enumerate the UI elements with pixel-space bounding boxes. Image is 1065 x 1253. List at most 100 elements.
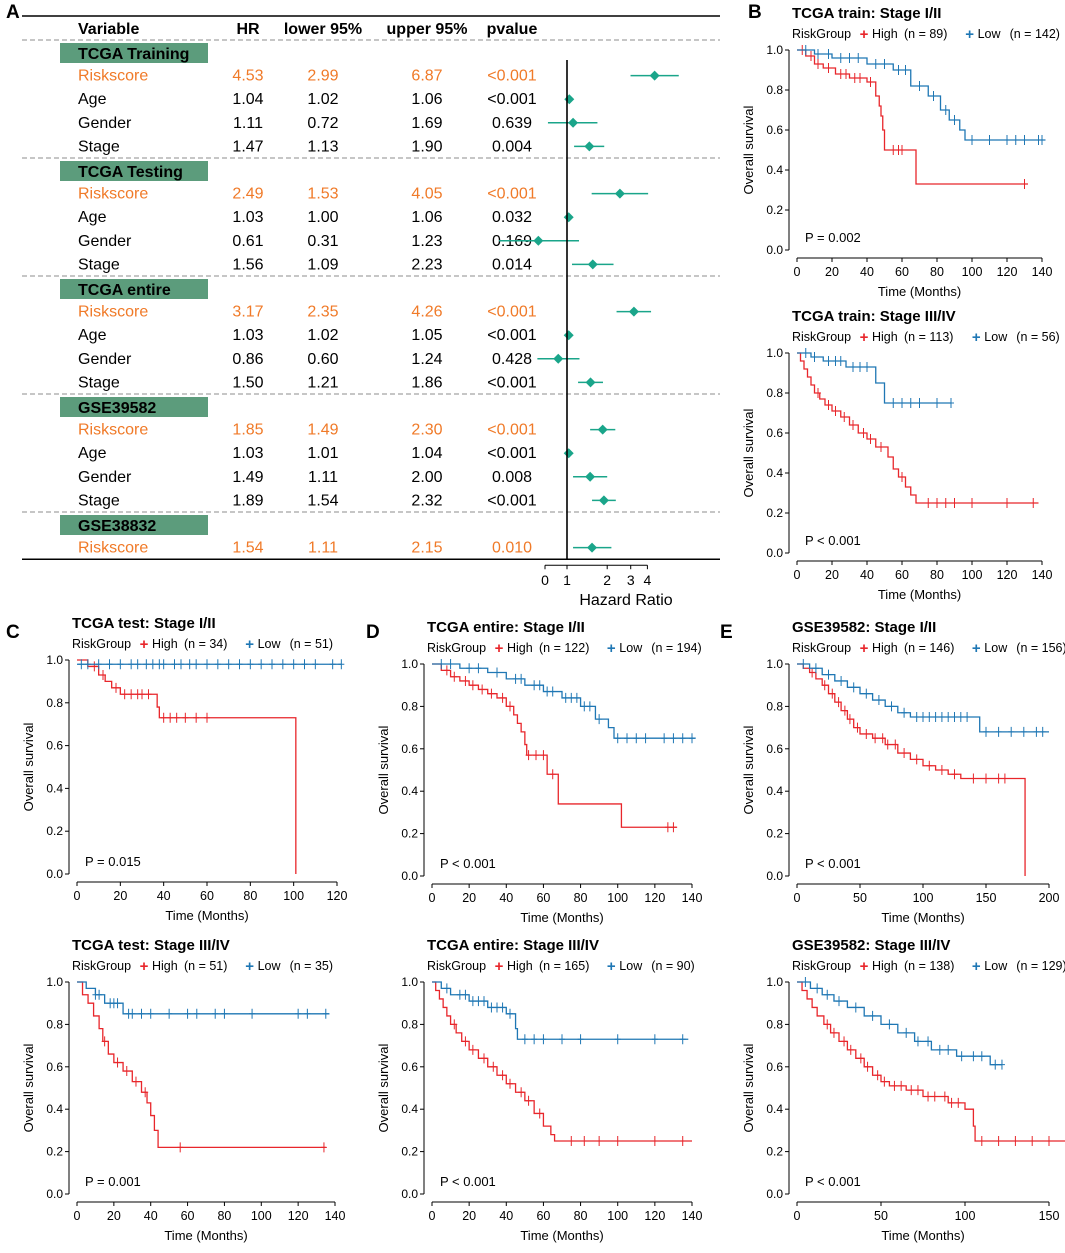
- censor-mark-high: [815, 59, 821, 69]
- censor-mark-high: [857, 1053, 864, 1064]
- censor-mark-low: [661, 733, 668, 744]
- panel-letter-e: E: [720, 622, 733, 643]
- censor-mark-low: [958, 1051, 965, 1062]
- censor-mark-high: [182, 712, 189, 723]
- censor-mark-low: [901, 707, 908, 718]
- censor-mark-high: [899, 472, 905, 482]
- censor-mark-low: [581, 701, 588, 712]
- legend-low-label: Low: [619, 959, 643, 973]
- row-hr: 1.03: [232, 209, 263, 226]
- censor-mark-low: [225, 659, 232, 670]
- y-tick-label: 0.4: [766, 1102, 783, 1116]
- row-hr: 1.49: [232, 469, 263, 486]
- forest-x-tick-label: 1: [563, 572, 571, 588]
- censor-mark-low: [147, 1008, 154, 1019]
- censor-mark-low: [96, 989, 103, 1000]
- y-tick-label: 1.0: [46, 653, 63, 667]
- row-upper: 2.23: [411, 256, 442, 273]
- legend-high-label: High: [872, 27, 898, 41]
- censor-mark-low: [559, 1034, 565, 1045]
- censor-mark-high: [995, 1136, 1002, 1146]
- p-value: P < 0.001: [440, 856, 496, 871]
- censor-mark-high: [942, 498, 949, 508]
- censor-mark-high: [841, 1036, 848, 1047]
- censor-mark-high: [892, 739, 899, 750]
- legend-high-label: High: [152, 637, 178, 651]
- x-tick-label: 100: [962, 265, 983, 279]
- km-title: TCGA entire: Stage I/II: [427, 619, 585, 636]
- censor-mark-low: [934, 398, 940, 408]
- group-header-label: TCGA Testing: [78, 164, 183, 181]
- censor-mark-low: [249, 1008, 256, 1019]
- censor-mark-high: [664, 822, 671, 833]
- y-tick-label: 0.6: [766, 1060, 783, 1074]
- survival-curve-high: [797, 663, 1026, 876]
- censor-mark-low: [84, 659, 91, 670]
- y-tick-label: 0.6: [766, 742, 783, 756]
- censor-mark-low: [930, 91, 937, 101]
- forest-col-header: HR: [236, 21, 260, 38]
- row-variable: Gender: [78, 351, 132, 368]
- censor-mark-low: [825, 356, 832, 366]
- y-tick-label: 0.2: [766, 827, 783, 841]
- row-lower: 1.09: [307, 256, 338, 273]
- legend-title: RiskGroup: [72, 637, 131, 651]
- censor-mark-high: [934, 498, 940, 508]
- censor-mark-high: [469, 1044, 476, 1055]
- x-axis-label: Time (Months): [881, 910, 964, 925]
- forest-row: Age 1.04 1.02 1.06 <0.001: [78, 91, 537, 108]
- y-tick-label: 0.2: [46, 1145, 63, 1159]
- forest-row: Riskscore 1.85 1.49 2.30 <0.001: [78, 422, 537, 439]
- censor-mark-low: [129, 1008, 136, 1019]
- censor-mark-low: [469, 996, 476, 1007]
- row-hr: 3.17: [232, 304, 263, 321]
- censor-mark-low: [114, 998, 121, 1009]
- censor-mark-low: [916, 398, 923, 408]
- censor-mark-high: [825, 400, 832, 410]
- censor-mark-high: [978, 1136, 985, 1146]
- censor-mark-high: [970, 773, 977, 784]
- x-tick-label: 40: [144, 1209, 158, 1223]
- row-lower: 1.13: [307, 138, 338, 155]
- row-hr: 2.49: [232, 186, 263, 203]
- censor-mark-low: [811, 352, 818, 362]
- forest-col-header: pvalue: [487, 21, 538, 38]
- censor-mark-high: [938, 765, 945, 775]
- y-tick-label: 0.0: [766, 1187, 783, 1201]
- x-tick-label: 0: [794, 568, 801, 582]
- legend-title: RiskGroup: [72, 959, 131, 973]
- censor-mark-high: [851, 73, 858, 83]
- x-tick-label: 200: [1039, 891, 1060, 905]
- censor-mark-high: [549, 769, 556, 780]
- hr-diamond: [584, 141, 595, 152]
- y-tick-label: 0.6: [46, 739, 63, 753]
- p-value: P < 0.001: [805, 533, 861, 548]
- censor-mark-high: [815, 388, 821, 398]
- censor-mark-high: [867, 434, 874, 444]
- row-pvalue: 0.032: [492, 209, 532, 226]
- y-tick-label: 0.8: [401, 1017, 418, 1031]
- row-upper: 1.86: [411, 374, 442, 391]
- censor-mark-low: [802, 348, 809, 358]
- row-lower: 2.99: [307, 68, 338, 85]
- censor-mark-low: [596, 714, 603, 725]
- legend-high-label: High: [872, 330, 898, 344]
- censor-mark-low: [562, 692, 569, 703]
- row-upper: 1.04: [411, 445, 442, 462]
- censor-mark-high: [1001, 773, 1008, 784]
- censor-mark-high: [469, 680, 476, 691]
- censor-mark-high: [955, 1097, 962, 1108]
- censor-mark-low: [214, 659, 221, 670]
- legend-high-marker: +: [860, 329, 869, 346]
- censor-mark-low: [78, 659, 85, 670]
- row-hr: 1.85: [232, 422, 263, 439]
- row-pvalue: <0.001: [487, 327, 536, 344]
- censor-mark-low: [920, 712, 926, 722]
- x-tick-label: 20: [462, 1209, 476, 1223]
- censor-mark-high: [679, 1136, 686, 1146]
- legend-high-n: (n = 122): [539, 641, 589, 655]
- survival-curve-high: [77, 659, 297, 874]
- censor-mark-low: [149, 659, 156, 670]
- censor-mark-low: [986, 135, 993, 145]
